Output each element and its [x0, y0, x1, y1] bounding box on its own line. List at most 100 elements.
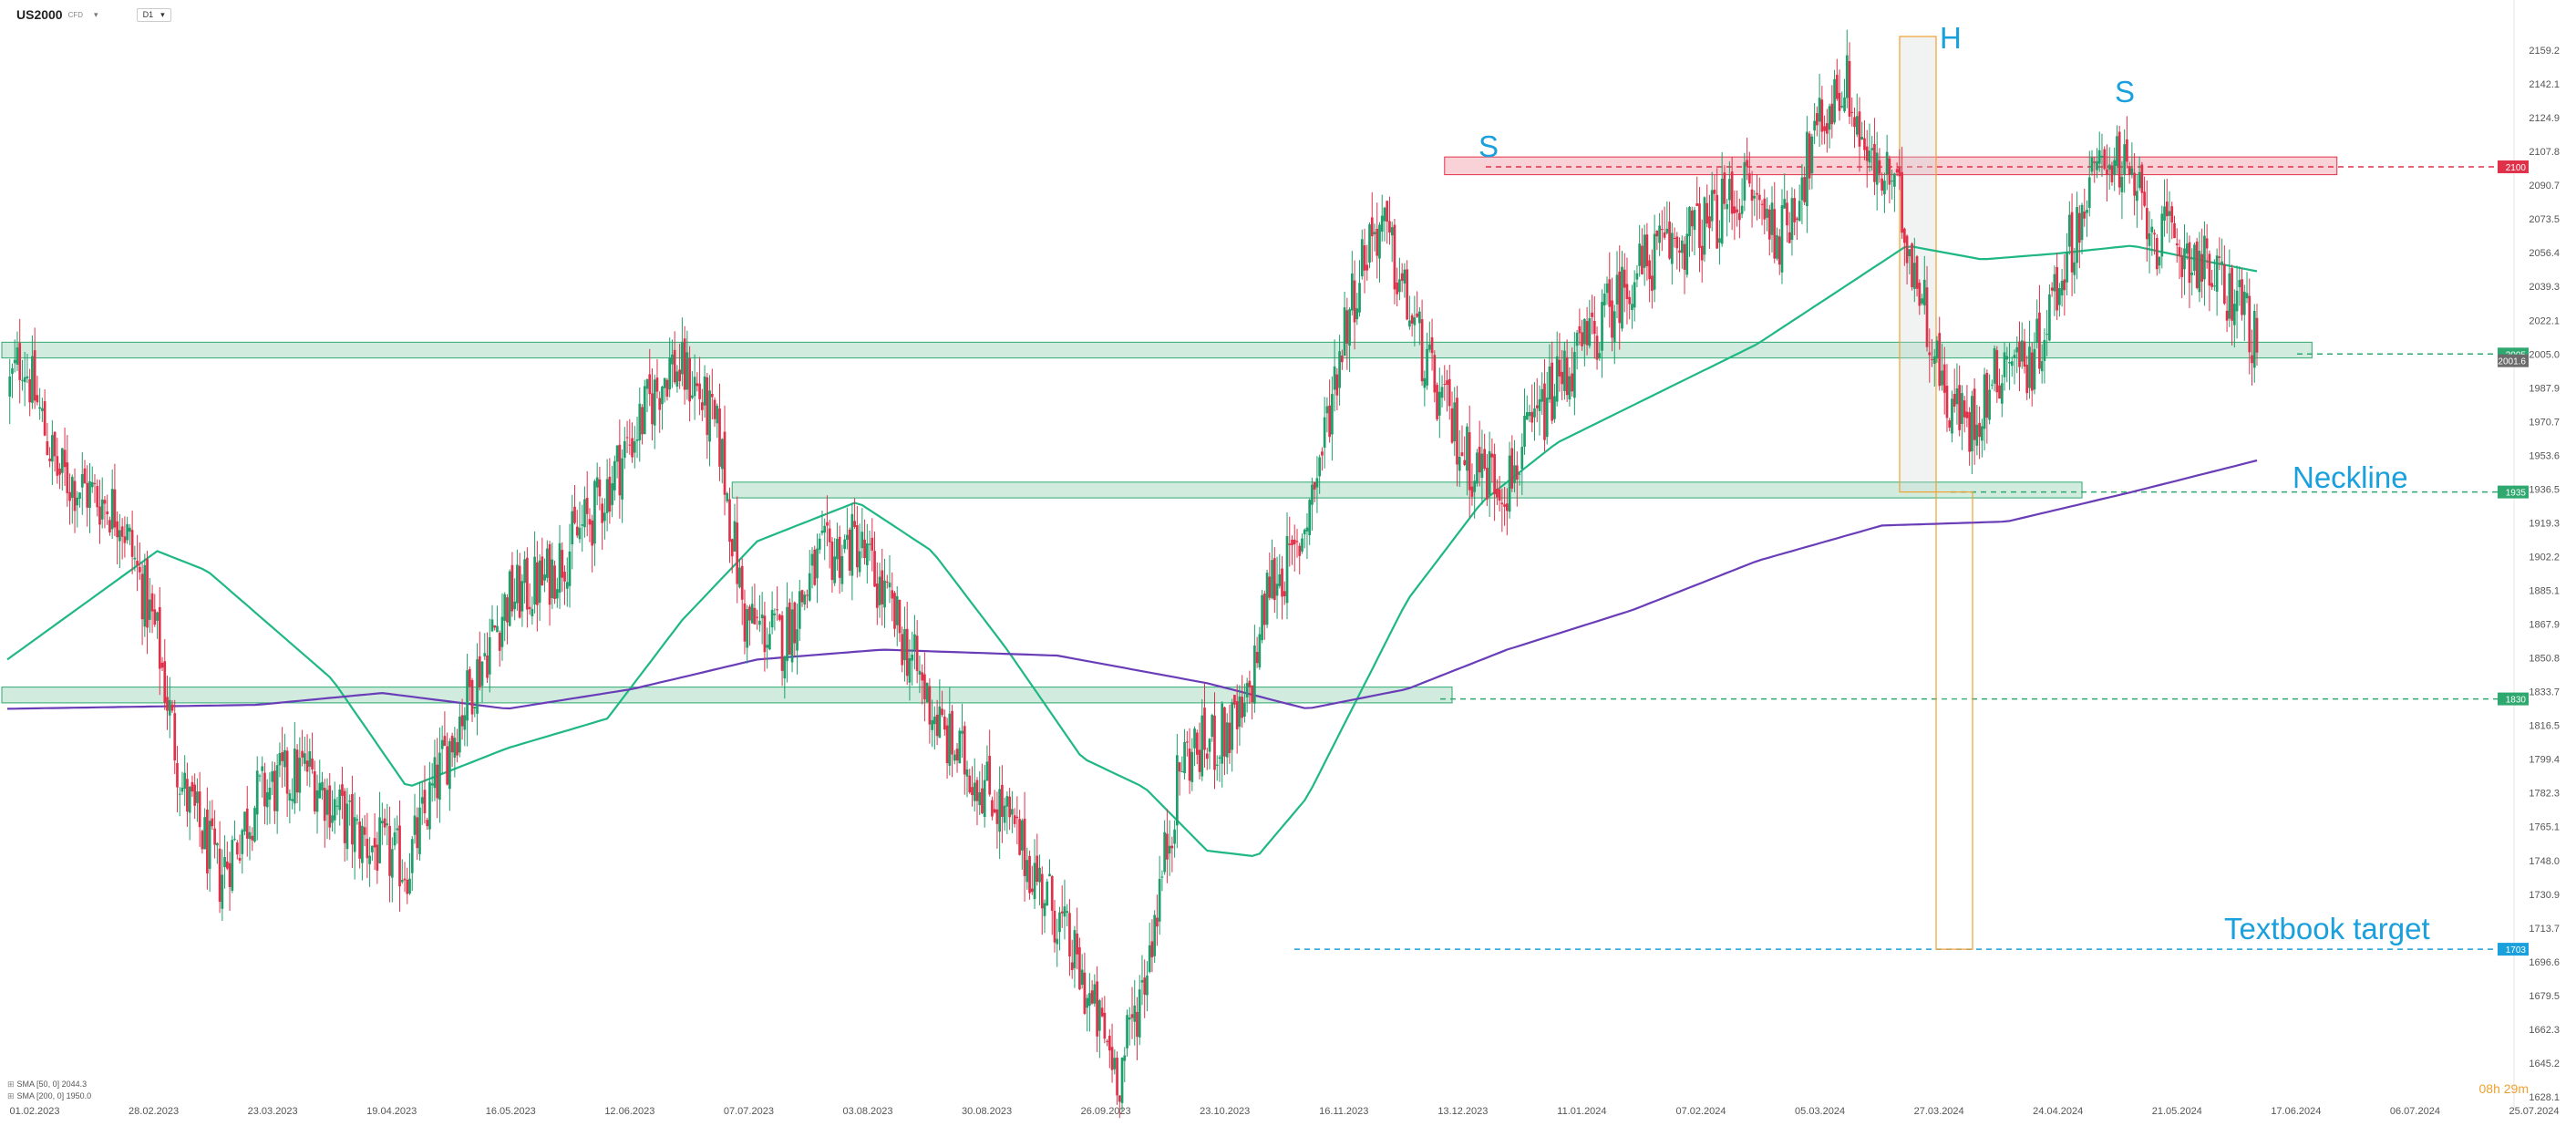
candle-body: [2215, 255, 2219, 292]
candle-body: [856, 525, 859, 568]
candle-body: [361, 825, 364, 863]
candle-body: [973, 782, 976, 801]
candle-body: [1643, 234, 1646, 268]
indicator-legend: ⊞ SMA [50, 0] 2044.3 ⊞ SMA [200, 0] 1950.0: [7, 1079, 91, 1102]
candle-body: [338, 789, 342, 811]
candle-body: [1380, 215, 1384, 232]
candle-body: [2180, 255, 2184, 277]
candle-body: [1265, 573, 1269, 625]
candle-body: [23, 377, 26, 383]
caret-down-icon[interactable]: ▾: [94, 9, 98, 19]
candle-body: [2076, 207, 2078, 263]
candle-body: [778, 615, 781, 620]
x-tick-label: 16.11.2023: [1319, 1106, 1368, 1117]
candle-body: [1318, 457, 1322, 477]
candle-body: [1508, 455, 1511, 512]
candle-body: [213, 828, 216, 845]
candle-body: [921, 672, 924, 681]
symbol-label[interactable]: US2000: [16, 7, 63, 22]
candle-body: [830, 542, 834, 581]
candle-body: [1591, 312, 1593, 317]
candle-body: [318, 782, 322, 799]
candle-body: [658, 398, 662, 410]
candle-body: [1255, 651, 1259, 664]
candle-body: [1631, 304, 1633, 310]
candle-body: [1951, 398, 1953, 434]
candle-body: [2213, 285, 2216, 287]
candle-body: [873, 551, 876, 587]
candle-body: [146, 559, 149, 628]
candle-body: [1683, 243, 1686, 270]
candle-body: [193, 784, 197, 806]
candle-body: [716, 405, 719, 424]
candle-body: [1166, 833, 1169, 860]
y-tick-label: 2056.4: [2529, 248, 2560, 259]
candle-body: [215, 842, 219, 846]
candle-body: [1188, 749, 1191, 781]
candle-body: [486, 655, 489, 678]
candle-body: [1340, 356, 1344, 363]
candle-body: [518, 565, 521, 618]
legend-sma50[interactable]: ⊞ SMA [50, 0] 2044.3: [7, 1079, 91, 1090]
candle-body: [1496, 489, 1499, 498]
candle-body: [958, 730, 962, 764]
candle-body: [713, 399, 716, 419]
candle-body: [645, 379, 649, 389]
candle-body: [241, 830, 244, 854]
legend-sma200[interactable]: ⊞ SMA [200, 0] 1950.0: [7, 1090, 91, 1102]
candle-body: [1123, 1055, 1127, 1061]
candle-body: [308, 750, 312, 767]
candle-body: [1925, 287, 1929, 347]
candle-body: [893, 593, 896, 629]
candle-body: [1608, 279, 1612, 307]
candle-body: [1921, 298, 1923, 304]
candle-body: [1443, 383, 1447, 385]
candle-body: [1483, 449, 1487, 470]
candle-body: [1928, 352, 1932, 356]
x-tick-label: 21.05.2024: [2152, 1106, 2202, 1117]
candle-body: [506, 597, 509, 623]
candle-body: [488, 636, 491, 675]
candle-body: [1080, 969, 1084, 986]
candle-body: [1328, 405, 1331, 438]
candle-body: [148, 599, 151, 620]
candle-body: [681, 342, 684, 375]
indicator-settings-icon[interactable]: ⊞: [7, 1091, 15, 1100]
timeframe-select[interactable]: D1 ▾: [136, 7, 171, 22]
candle-body: [118, 530, 121, 542]
candle-body: [21, 379, 24, 381]
candle-body: [1096, 981, 1098, 1037]
candle-body: [1915, 256, 1919, 289]
candle-body: [2223, 263, 2226, 305]
candle-body: [1942, 364, 1946, 393]
candle-body: [1868, 150, 1871, 163]
candle-body: [1743, 161, 1747, 201]
candle-body: [1800, 177, 1804, 201]
candle-body: [1325, 406, 1329, 414]
candle-body: [1373, 232, 1376, 235]
candle-body: [943, 717, 946, 730]
candle-body: [526, 557, 529, 610]
candle-body: [1971, 396, 1973, 452]
candle-body: [2048, 294, 2051, 341]
candle-body: [1195, 732, 1199, 755]
candle-body: [8, 376, 12, 397]
level-tag-label: 2100: [2506, 163, 2527, 173]
candle-body: [788, 602, 791, 656]
candle-body: [905, 628, 909, 677]
candle-body: [1301, 538, 1303, 552]
candle-body: [1113, 1058, 1117, 1069]
candle-body: [1790, 198, 1794, 241]
candle-body: [1995, 350, 1999, 393]
candle-body: [1663, 232, 1666, 238]
candle-body: [923, 674, 926, 700]
candle-body: [56, 456, 59, 476]
candle-body: [373, 838, 376, 848]
candle-body: [633, 440, 636, 453]
y-tick-label: 2022.1: [2529, 315, 2560, 326]
candle-body: [983, 780, 986, 818]
candle-body: [1056, 938, 1059, 945]
indicator-settings-icon[interactable]: ⊞: [7, 1080, 15, 1089]
level-tag: [2498, 160, 2529, 173]
